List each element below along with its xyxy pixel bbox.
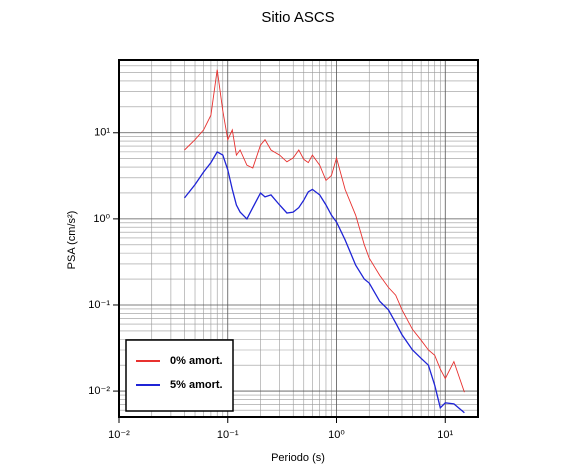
y-tick-label: 10⁻² [88, 385, 110, 397]
x-tick-label: 10⁻¹ [217, 429, 239, 441]
legend-label: 0% amort. [170, 355, 223, 367]
y-axis-label: PSA (cm/s²) [66, 211, 78, 270]
chart-title: Sitio ASCS [261, 9, 334, 26]
y-tick-label: 10⁻¹ [88, 299, 110, 311]
data-line [184, 69, 465, 393]
x-axis-label: Periodo (s) [271, 452, 325, 464]
legend-label: 5% amort. [170, 379, 223, 391]
x-tick-label: 10⁻² [108, 429, 130, 441]
x-tick-label: 10⁰ [328, 429, 345, 441]
legend-box [125, 339, 234, 412]
plot-frame [118, 59, 479, 418]
y-tick-label: 10¹ [94, 127, 110, 139]
y-tick-label: 10⁰ [93, 213, 110, 225]
data-line [183, 151, 465, 414]
x-tick-label: 10¹ [437, 429, 453, 441]
